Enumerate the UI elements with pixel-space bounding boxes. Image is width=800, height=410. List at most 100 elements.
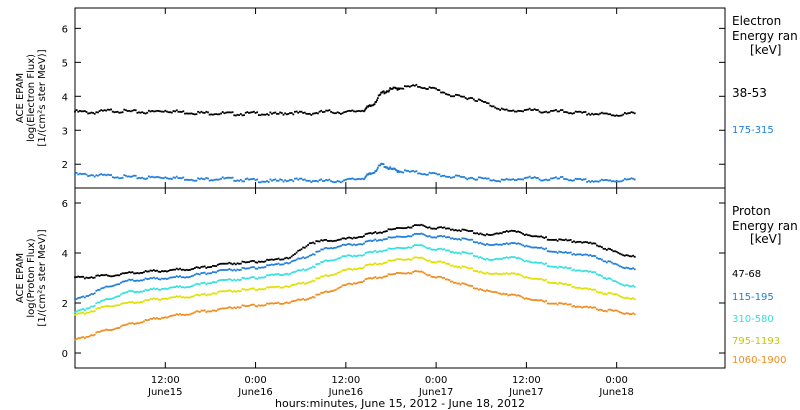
data-point	[120, 293, 122, 296]
data-point	[390, 236, 393, 239]
data-point	[382, 275, 385, 278]
data-point	[138, 322, 140, 325]
data-point	[123, 272, 126, 275]
data-point	[169, 296, 172, 299]
data-point	[396, 88, 399, 91]
data-point	[248, 267, 250, 270]
data-point	[102, 109, 104, 112]
data-point	[129, 271, 132, 274]
data-point	[364, 240, 367, 243]
data-point	[448, 227, 451, 230]
data-point	[210, 272, 213, 275]
data-point	[143, 271, 145, 274]
data-point	[298, 282, 301, 285]
data-point	[106, 305, 109, 308]
data-point	[474, 100, 477, 102]
data-point	[221, 176, 224, 179]
data-point	[533, 108, 536, 111]
data-point	[90, 111, 93, 114]
data-point	[476, 241, 479, 244]
data-point	[361, 254, 364, 257]
data-point	[231, 263, 234, 266]
data-point	[90, 305, 93, 308]
data-point	[518, 257, 521, 260]
data-point	[558, 177, 561, 180]
data-point	[484, 290, 487, 293]
data-point	[396, 171, 399, 173]
data-point	[233, 262, 236, 265]
data-point	[412, 257, 415, 260]
data-point	[384, 230, 387, 233]
data-point	[341, 243, 344, 246]
data-point	[632, 312, 634, 315]
data-point	[129, 175, 132, 178]
data-point	[619, 252, 621, 255]
data-point	[466, 178, 469, 181]
data-point	[253, 266, 255, 269]
data-point	[317, 277, 319, 280]
data-point	[335, 288, 337, 291]
data-point	[115, 111, 117, 113]
data-point	[115, 274, 117, 277]
data-point	[93, 276, 96, 279]
y-tick-label: 2	[62, 299, 68, 310]
data-point	[315, 112, 318, 114]
data-point	[428, 226, 431, 229]
data-point	[161, 297, 163, 300]
data-point	[509, 230, 511, 233]
data-point	[604, 179, 607, 181]
data-point	[228, 306, 231, 308]
data-point	[282, 274, 285, 276]
data-point	[343, 111, 346, 114]
data-point	[251, 259, 254, 262]
data-point	[223, 177, 226, 180]
data-point	[154, 176, 157, 179]
data-point	[479, 176, 482, 179]
data-point	[248, 261, 250, 263]
data-point	[198, 283, 201, 286]
data-point	[303, 246, 306, 249]
data-point	[215, 178, 218, 181]
data-point	[328, 109, 331, 112]
data-point	[184, 296, 186, 299]
data-point	[594, 242, 597, 245]
data-point	[271, 263, 273, 266]
data-point	[400, 272, 403, 275]
data-point	[307, 179, 309, 182]
data-point	[487, 177, 490, 180]
data-point	[187, 276, 190, 279]
data-point	[453, 95, 456, 98]
data-point	[415, 256, 418, 259]
data-point	[213, 113, 216, 116]
data-point	[546, 281, 549, 284]
data-point	[533, 261, 536, 264]
data-point	[75, 172, 78, 174]
data-point	[499, 232, 502, 235]
data-point	[448, 236, 451, 239]
data-point	[427, 88, 429, 90]
data-point	[477, 242, 480, 245]
data-point	[170, 178, 173, 180]
data-point	[249, 304, 252, 306]
data-point	[623, 284, 626, 287]
data-point	[346, 178, 349, 180]
data-point	[213, 309, 216, 312]
data-point	[533, 246, 536, 249]
data-point	[226, 278, 229, 281]
data-point	[172, 276, 175, 279]
data-point	[134, 301, 137, 304]
data-point	[431, 236, 434, 239]
data-point	[326, 179, 329, 182]
data-point	[376, 263, 378, 266]
data-point	[553, 176, 556, 179]
data-point	[274, 302, 277, 305]
data-point	[481, 271, 483, 274]
data-point	[505, 242, 508, 245]
data-point	[548, 281, 551, 284]
data-point	[115, 295, 117, 298]
data-point	[320, 178, 323, 181]
data-point	[103, 305, 106, 308]
data-point	[192, 113, 195, 115]
data-point	[479, 99, 482, 101]
data-point	[208, 179, 211, 182]
